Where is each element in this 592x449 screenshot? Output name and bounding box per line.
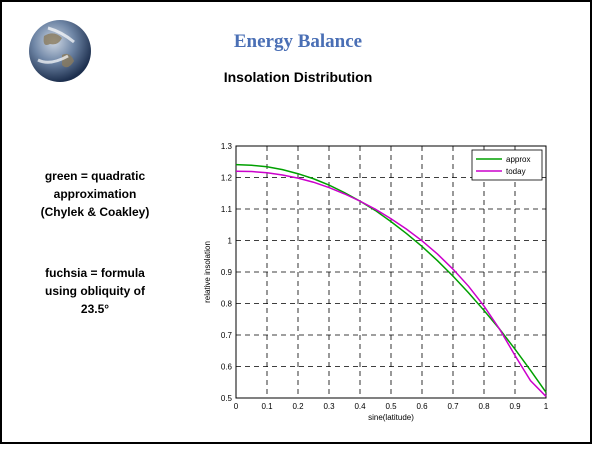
note-line: green = quadratic <box>45 169 146 183</box>
y-tick-label: 0.9 <box>221 268 233 277</box>
y-axis-label: relative insolation <box>203 241 212 303</box>
slide-title: Energy Balance <box>234 31 362 52</box>
x-tick-label: 0.6 <box>416 402 428 411</box>
x-axis-label: sine(latitude) <box>368 413 414 422</box>
x-tick-label: 0 <box>234 402 239 411</box>
series-line <box>235 163 547 393</box>
y-tick-label: 1 <box>228 237 233 246</box>
y-tick-label: 1.2 <box>221 174 233 183</box>
slide-subtitle: Insolation Distribution <box>224 69 373 85</box>
x-tick-label: 0.9 <box>509 402 521 411</box>
earth-icon <box>29 20 91 82</box>
note-line: using obliquity of <box>45 284 146 298</box>
series-line <box>235 170 547 397</box>
x-tick-label: 1 <box>544 402 549 411</box>
legend-box <box>471 149 543 181</box>
y-tick-label: 0.5 <box>221 394 233 403</box>
x-tick-label: 0.3 <box>323 402 335 411</box>
x-tick-label: 0.5 <box>385 402 397 411</box>
x-tick-label: 0.1 <box>261 402 273 411</box>
x-tick-label: 0.4 <box>354 402 366 411</box>
x-tick-label: 0.8 <box>478 402 490 411</box>
legend-label: today <box>506 167 526 176</box>
x-tick-label: 0.2 <box>292 402 304 411</box>
legend-label: approx <box>506 155 530 164</box>
y-tick-label: 1.1 <box>221 205 233 214</box>
y-tick-label: 0.7 <box>221 331 233 340</box>
y-tick-label: 0.8 <box>221 300 233 309</box>
y-tick-label: 1.3 <box>221 142 233 151</box>
note-line: 23.5° <box>81 302 109 316</box>
note-line: (Chylek & Coakley) <box>41 205 150 219</box>
plot-frame <box>235 145 547 399</box>
y-tick-label: 0.6 <box>221 363 233 372</box>
note-line: approximation <box>54 187 137 201</box>
x-tick-label: 0.7 <box>447 402 459 411</box>
note-line: fuchsia = formula <box>45 266 145 280</box>
